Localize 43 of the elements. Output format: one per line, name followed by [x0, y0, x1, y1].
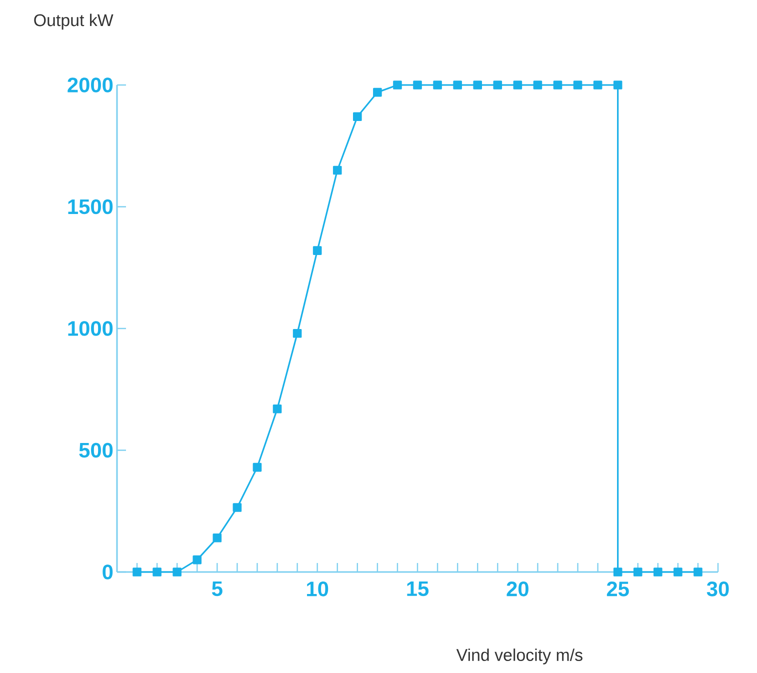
point — [252, 462, 262, 472]
point — [393, 80, 402, 90]
point — [192, 555, 202, 564]
point — [593, 80, 602, 90]
point — [473, 80, 482, 90]
point — [413, 80, 422, 90]
x-tick-label: 5 — [212, 582, 222, 596]
point — [613, 568, 622, 576]
point — [272, 404, 282, 414]
x-tick-label: 30 — [706, 582, 729, 596]
point — [654, 568, 662, 576]
y-tick-label: 1000 — [68, 321, 113, 336]
point — [152, 568, 162, 576]
x-tick-label: 25 — [606, 582, 629, 596]
point — [553, 80, 562, 90]
point — [493, 80, 502, 90]
point — [292, 328, 302, 338]
point — [513, 80, 522, 90]
point — [674, 568, 682, 576]
x-tick-label: 15 — [407, 582, 429, 596]
point — [312, 246, 322, 255]
y-tick-label: 0 — [102, 564, 113, 580]
point — [453, 80, 462, 90]
x-tick-label: 20 — [506, 582, 528, 596]
y-tick-label: 500 — [79, 442, 113, 458]
y-axis-title: Output kW — [34, 14, 114, 30]
point — [533, 80, 542, 90]
x-tick-label: 10 — [307, 582, 328, 596]
point — [433, 80, 442, 90]
point — [573, 80, 582, 90]
point — [694, 568, 702, 576]
point — [232, 503, 242, 512]
y-tick-label: 1500 — [68, 199, 113, 214]
point — [212, 534, 222, 542]
point — [332, 166, 342, 175]
y-tick-label: 2000 — [68, 78, 113, 92]
point — [353, 112, 362, 122]
x-axis-title: Vind velocity m/s — [456, 648, 582, 664]
point — [172, 568, 182, 576]
point — [373, 88, 382, 97]
point — [613, 80, 622, 90]
point — [132, 568, 142, 576]
point — [633, 568, 642, 576]
